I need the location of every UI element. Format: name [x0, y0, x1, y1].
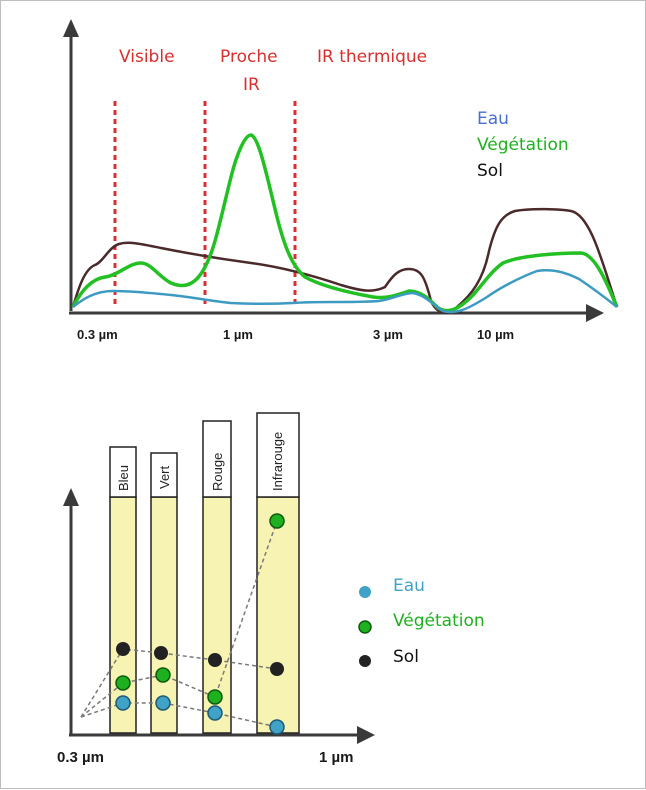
vegetation-reflectance-curve	[71, 133, 619, 313]
water-point-red	[207, 705, 223, 721]
svg-text:Eau: Eau	[393, 576, 425, 596]
bottom-tick-1um: 1 µm	[319, 749, 354, 766]
svg-text:Sol: Sol	[393, 647, 419, 667]
top-legend-water: Eau	[477, 109, 509, 129]
vegetation-point-blue	[115, 675, 131, 691]
top-tick-3um: 3 µm	[373, 327, 403, 342]
bottom-legend-soil: Sol	[359, 647, 419, 667]
svg-text:Rouge: Rouge	[210, 453, 225, 491]
region-label-visible: Visible	[119, 47, 175, 67]
band-header-green: Vert	[150, 452, 178, 498]
top-tick-1um: 1 µm	[223, 327, 253, 342]
region-label-thermal-ir: IR thermique	[317, 47, 427, 67]
soil-point-blue	[116, 642, 130, 656]
bottom-y-axis-arrow	[63, 488, 79, 506]
vegetation-point-red	[207, 689, 223, 705]
region-label-ir: IR	[243, 75, 260, 95]
soil-reflectance-curve	[71, 207, 619, 314]
region-label-proche: Proche	[220, 47, 278, 67]
band-blue	[109, 496, 137, 734]
top-x-axis-arrow	[586, 304, 604, 322]
band-header-red: Rouge	[202, 420, 232, 498]
bottom-band-plot: Bleu Vert Rouge Infrarouge	[57, 412, 485, 766]
top-legend-vegetation: Végétation	[477, 135, 569, 155]
band-green	[150, 496, 178, 734]
svg-text:Bleu: Bleu	[116, 465, 131, 491]
vegetation-point-green	[155, 667, 171, 683]
band-header-blue: Bleu	[109, 446, 137, 498]
water-reflectance-curve	[72, 269, 618, 314]
water-point-infrared	[269, 719, 285, 735]
top-tick-0.3um: 0.3 µm	[77, 327, 118, 342]
soil-point-green	[154, 646, 168, 660]
legend-vegetation-dot	[358, 620, 372, 634]
top-legend-soil: Sol	[477, 161, 503, 181]
top-spectral-plot: Visible Proche IR IR thermique Eau Végét…	[63, 19, 619, 342]
legend-soil-dot	[359, 655, 371, 667]
water-point-green	[155, 695, 171, 711]
svg-text:Végétation: Végétation	[393, 611, 485, 631]
legend-water-dot	[359, 586, 371, 598]
svg-text:Infrarouge: Infrarouge	[270, 432, 285, 491]
band-header-infrared: Infrarouge	[256, 412, 300, 498]
svg-text:Vert: Vert	[157, 465, 172, 489]
band-infrared	[256, 496, 300, 734]
top-y-axis-arrow	[63, 19, 79, 37]
bottom-legend-vegetation: Végétation	[358, 611, 485, 634]
bottom-legend-water: Eau	[359, 576, 425, 598]
bottom-tick-0.3um: 0.3 µm	[57, 749, 104, 766]
soil-point-red	[208, 653, 222, 667]
vegetation-point-infrared	[269, 513, 285, 529]
water-point-blue	[115, 695, 131, 711]
bottom-x-axis-arrow	[357, 726, 375, 744]
top-tick-10um: 10 µm	[477, 327, 514, 342]
soil-point-infrared	[270, 662, 284, 676]
